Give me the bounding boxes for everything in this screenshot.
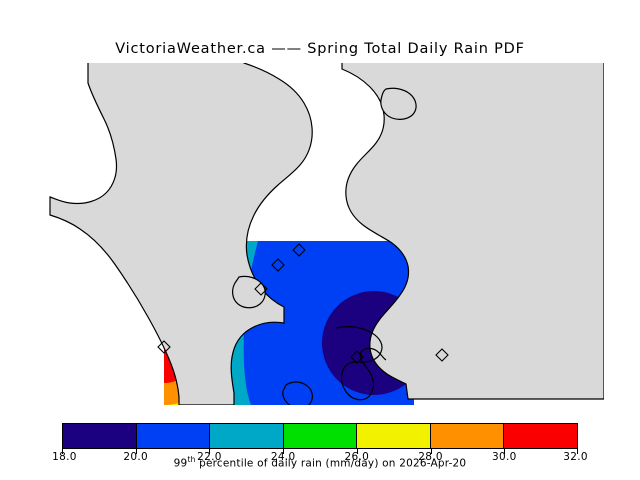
colorbar-tickmark xyxy=(356,449,358,454)
map-svg xyxy=(36,63,604,405)
page-title: VictoriaWeather.ca —— Spring Total Daily… xyxy=(115,41,525,57)
colorbar-caption: 99th percentile of daily rain (mm/day) o… xyxy=(0,455,640,470)
colorbar-segment-28-30[interactable] xyxy=(430,424,505,448)
map-plot-area[interactable] xyxy=(36,63,604,405)
station-marker[interactable] xyxy=(292,243,306,257)
station-marker[interactable] xyxy=(435,348,449,362)
colorbar-segment-24-26[interactable] xyxy=(283,424,358,448)
colorbar-segment-30-32[interactable] xyxy=(504,424,578,448)
colorbar-ticklabel: 30.0 xyxy=(491,451,517,463)
colorbar-tickmark xyxy=(209,449,211,454)
caption-prefix: 99 xyxy=(173,457,188,470)
colorbar-ticklabel: 26.0 xyxy=(344,451,370,463)
colorbar-ticklabel: 18.0 xyxy=(52,451,77,463)
island-southeast-outline xyxy=(335,326,387,401)
colorbar-segment-18-20[interactable] xyxy=(63,424,137,448)
colorbar: 18.0 20.0 22.0 24.0 26.0 28.0 30.0 32.0 xyxy=(52,423,588,463)
colorbar-ticklabel: 32.0 xyxy=(563,451,588,463)
landmass-east xyxy=(341,63,604,400)
station-marker[interactable] xyxy=(350,350,364,364)
station-marker[interactable] xyxy=(271,258,285,272)
island-small-center xyxy=(282,381,313,405)
colorbar-segment-26-28[interactable] xyxy=(357,424,431,448)
colorbar-segment-22-24[interactable] xyxy=(210,424,284,448)
colorbar-tickmark xyxy=(62,449,63,454)
colorbar-segment-20-22[interactable] xyxy=(136,424,211,448)
island-strait xyxy=(232,275,266,309)
colorbar-ticklabel: 20.0 xyxy=(123,451,148,463)
caption-superscript: th xyxy=(187,455,196,464)
colorbar-ticklabel: 28.0 xyxy=(418,451,443,463)
colorbar-tickmark xyxy=(135,449,137,454)
colorbar-ticks: 18.0 20.0 22.0 24.0 26.0 28.0 30.0 32.0 xyxy=(52,449,588,463)
colorbar-tickmark xyxy=(577,449,578,454)
station-marker[interactable] xyxy=(157,340,171,354)
caption-rest: percentile of daily rain (mm/day) on 202… xyxy=(195,457,467,470)
colorbar-tickmark xyxy=(283,449,285,454)
island-north xyxy=(380,87,417,120)
colorbar-tickmark xyxy=(430,449,432,454)
station-marker[interactable] xyxy=(254,282,268,296)
colorbar-ticklabel: 22.0 xyxy=(197,451,222,463)
colorbar-tickmark xyxy=(504,449,506,454)
colorbar-ticklabel: 24.0 xyxy=(270,451,296,463)
landmass-west xyxy=(49,63,313,405)
colorbar-strip[interactable] xyxy=(62,423,578,449)
station-markers[interactable] xyxy=(157,243,449,364)
